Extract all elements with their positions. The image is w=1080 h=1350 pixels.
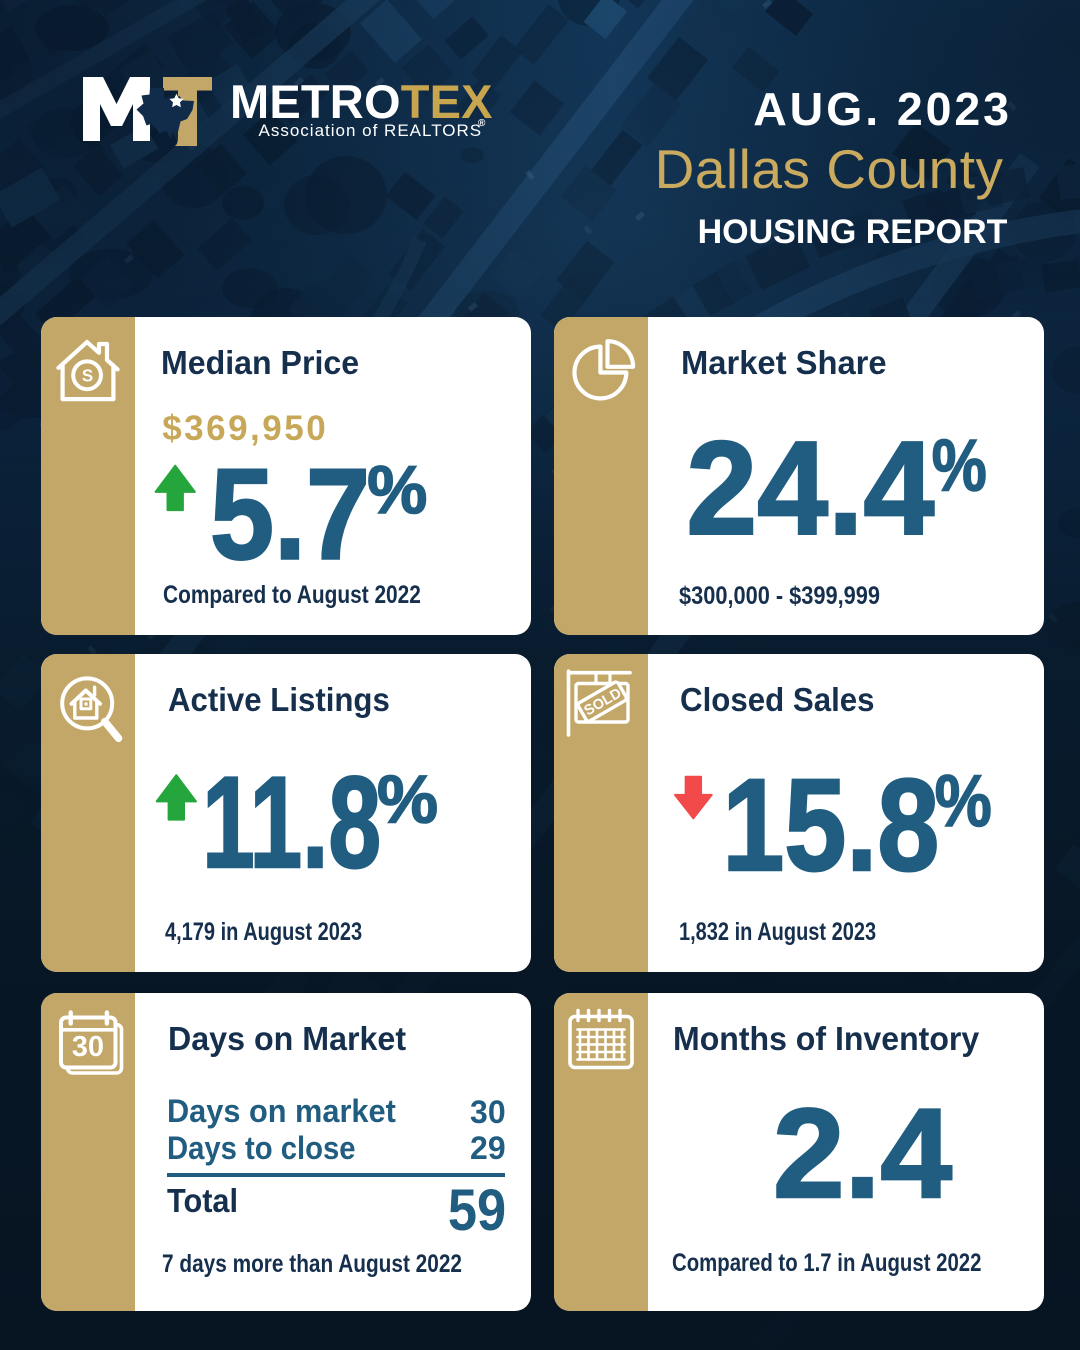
svg-text:5.7: 5.7 — [210, 442, 370, 586]
svg-text:%: % — [935, 761, 992, 842]
svg-text:®: ® — [478, 118, 486, 129]
svg-text:METROTEX: METROTEX — [230, 75, 493, 128]
svg-text:11.8: 11.8 — [202, 749, 381, 895]
svg-text:Association of REALTORS: Association of REALTORS — [259, 121, 483, 140]
svg-text:%: % — [932, 425, 987, 506]
svg-text:%: % — [377, 762, 438, 838]
svg-text:2.4: 2.4 — [773, 1082, 952, 1224]
svg-text:%: % — [367, 452, 427, 528]
svg-text:15.8: 15.8 — [722, 751, 939, 898]
svg-text:24.4: 24.4 — [686, 414, 934, 562]
